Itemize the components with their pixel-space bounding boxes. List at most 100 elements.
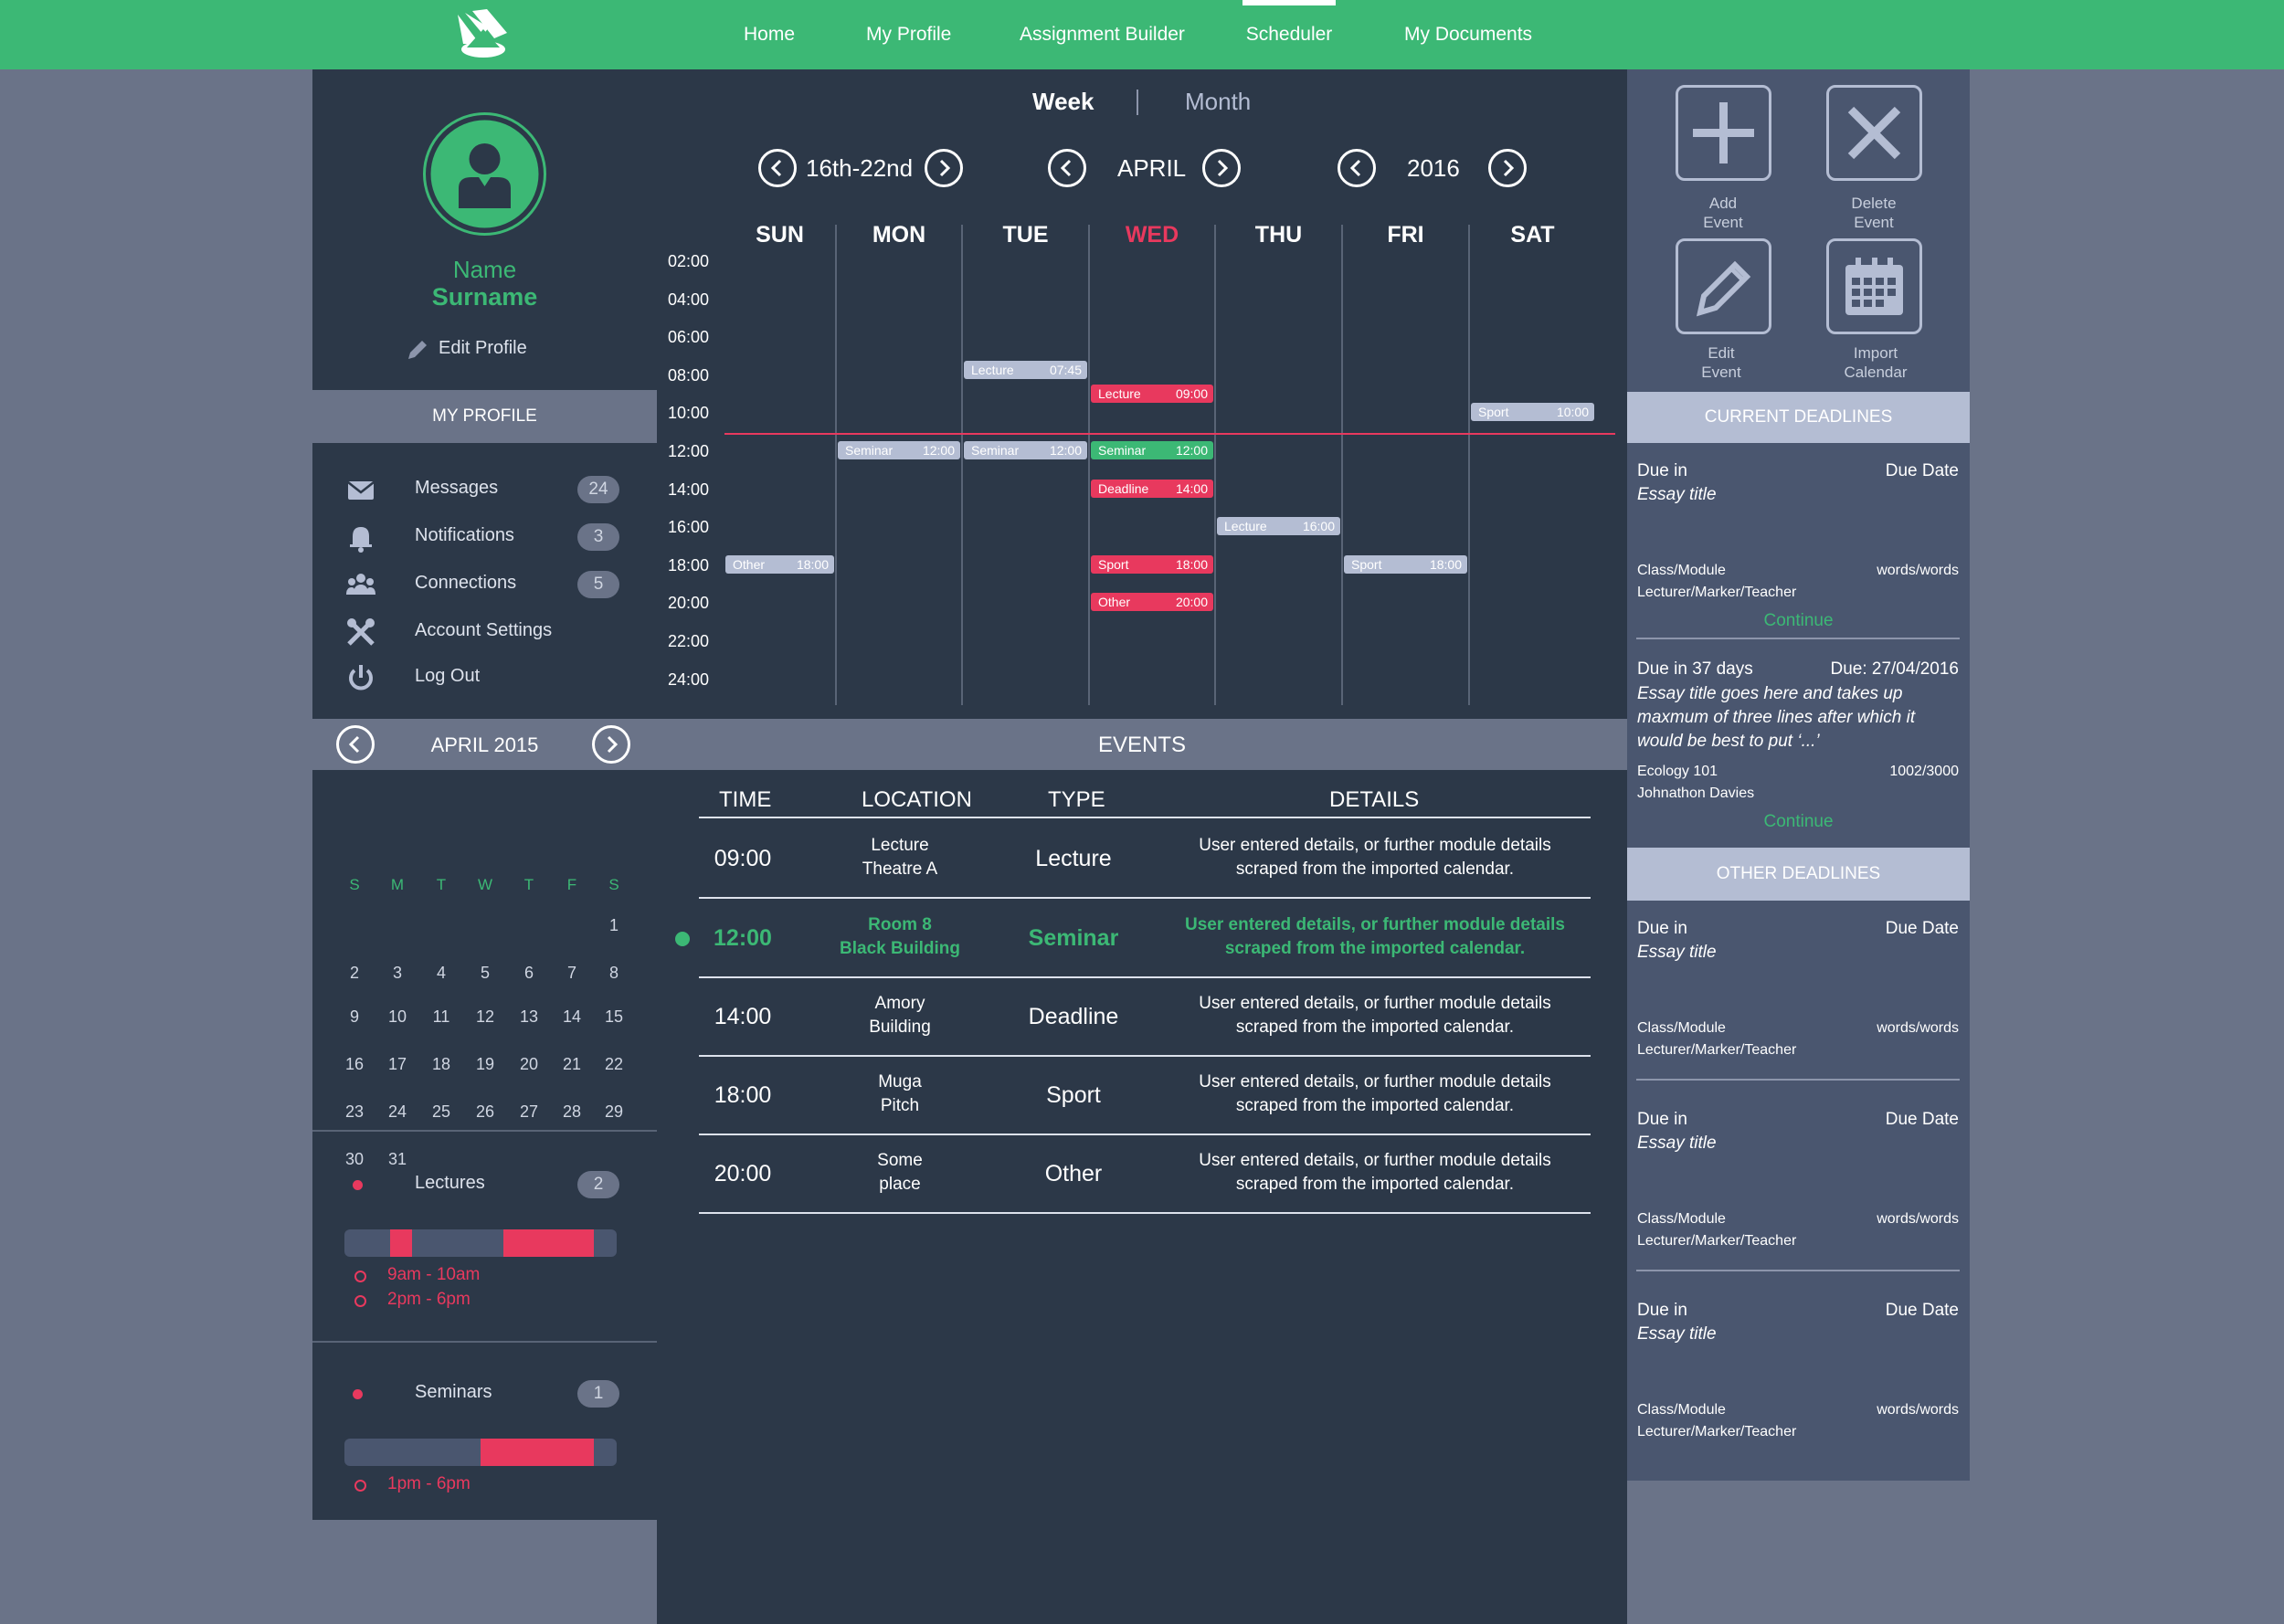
- continue-link[interactable]: Continue: [1763, 611, 1834, 630]
- mini-cal-next-button[interactable]: [592, 725, 630, 764]
- calendar-event[interactable]: Seminar 12:00: [838, 441, 960, 459]
- mini-cal-day[interactable]: 19: [475, 1055, 495, 1073]
- mini-cal-day[interactable]: 7: [566, 964, 576, 982]
- day-header-mon[interactable]: MON: [872, 222, 926, 248]
- year-next-button[interactable]: [1488, 149, 1527, 187]
- month-prev-button[interactable]: [1048, 149, 1086, 187]
- edit-event-button[interactable]: [1676, 238, 1771, 334]
- nav-my-profile[interactable]: My Profile: [866, 24, 952, 45]
- mini-cal-day[interactable]: 30: [344, 1150, 365, 1168]
- day-header-sun[interactable]: SUN: [756, 222, 804, 248]
- mini-cal-day[interactable]: 11: [432, 1007, 450, 1026]
- mini-cal-day[interactable]: 23: [344, 1102, 365, 1121]
- calendar-event[interactable]: Lecture 07:45: [964, 360, 1087, 379]
- menu-connections[interactable]: Connections 5: [312, 562, 657, 607]
- due-in: Due in: [1637, 919, 1687, 938]
- continue-link[interactable]: Continue: [1763, 812, 1834, 831]
- mini-cal-day[interactable]: 21: [562, 1055, 582, 1073]
- mini-cal-day[interactable]: 10: [387, 1007, 407, 1026]
- event-row[interactable]: 18:00 Muga Pitch Sport User entered details,…: [699, 1055, 1591, 1134]
- mini-cal-day[interactable]: 27: [519, 1102, 539, 1121]
- calendar-event[interactable]: Sport 18:00: [1344, 554, 1467, 574]
- mini-cal-day[interactable]: 5: [480, 964, 490, 982]
- day-header-sat[interactable]: SAT: [1510, 222, 1555, 248]
- calendar-event[interactable]: Lecture 16:00: [1217, 517, 1340, 536]
- mini-cal-day[interactable]: 8: [608, 964, 619, 982]
- mini-cal-prev-button[interactable]: [336, 725, 375, 764]
- nav-home[interactable]: Home: [744, 24, 796, 45]
- mini-cal-day[interactable]: 15: [604, 1007, 624, 1026]
- hour-label: 18:00: [668, 555, 710, 575]
- year-prev-button[interactable]: [1338, 149, 1376, 187]
- nav-scheduler[interactable]: Scheduler: [1242, 0, 1336, 69]
- event-type: Other: [1044, 1161, 1103, 1186]
- event-type: Lecture: [1035, 846, 1112, 871]
- tab-week[interactable]: Week: [1032, 88, 1094, 115]
- deadline-card[interactable]: Due in Due Date Essay title Class/Module wor…: [1627, 1091, 1970, 1282]
- mini-cal-day[interactable]: 20: [519, 1055, 539, 1073]
- divider: [312, 1341, 657, 1343]
- day-header-thu[interactable]: THU: [1254, 222, 1303, 248]
- deadline-card[interactable]: Due in 37 days Due: 27/04/2016 Essay tit…: [1627, 646, 1970, 911]
- logo-icon[interactable]: [452, 7, 516, 60]
- calendar-event[interactable]: Other 18:00: [725, 554, 834, 574]
- nav-assignment-builder[interactable]: Assignment Builder: [1020, 24, 1185, 45]
- add-event-button[interactable]: [1676, 85, 1771, 181]
- calendar-event[interactable]: Lecture 09:00: [1091, 384, 1213, 403]
- delete-event-button[interactable]: [1826, 85, 1922, 181]
- other-deadlines-header: OTHER DEADLINES: [1627, 848, 1970, 901]
- mini-cal-day[interactable]: 18: [431, 1055, 451, 1073]
- mini-cal-day[interactable]: 22: [604, 1055, 624, 1073]
- menu-messages[interactable]: Messages 24: [312, 467, 657, 512]
- menu-log-out[interactable]: Log Out: [312, 655, 657, 701]
- calendar-event[interactable]: Seminar 12:00: [1091, 441, 1213, 459]
- mini-cal-day[interactable]: 4: [436, 964, 446, 982]
- calendar-event[interactable]: Other 20:00: [1091, 593, 1213, 612]
- event-row[interactable]: 14:00 Amory Building Deadline User entered d…: [699, 976, 1591, 1055]
- mini-cal-day[interactable]: 26: [475, 1102, 495, 1121]
- menu-notifications[interactable]: Notifications 3: [312, 514, 657, 560]
- mini-cal-day[interactable]: 29: [604, 1102, 624, 1121]
- nav-my-documents[interactable]: My Documents: [1404, 24, 1533, 45]
- calendar-event[interactable]: Deadline 14:00: [1091, 479, 1213, 498]
- mini-cal-day[interactable]: 24: [387, 1102, 407, 1121]
- mini-cal-day[interactable]: 31: [387, 1150, 407, 1168]
- event-row[interactable]: 09:00 Lecture Theatre A Lecture User entered…: [699, 818, 1591, 897]
- month-next-button[interactable]: [1202, 149, 1241, 187]
- day-header-tue[interactable]: TUE: [1002, 222, 1049, 248]
- mini-cal-day[interactable]: 1: [608, 916, 619, 934]
- week-prev-button[interactable]: [758, 149, 797, 187]
- deadline-card[interactable]: Due in Due Date Essay title Class/Module wor…: [1627, 901, 1970, 1091]
- time-range-bar: [344, 1229, 617, 1257]
- mini-cal-day[interactable]: 3: [392, 964, 402, 982]
- week-range: 16th-22nd: [806, 154, 914, 182]
- avatar[interactable]: [422, 111, 547, 237]
- summary-lectures[interactable]: Lectures 2 9am - 10am 2pm - 6pm: [312, 1134, 657, 1343]
- calendar-event[interactable]: Seminar 12:00: [964, 441, 1087, 459]
- events-header: EVENTS: [657, 719, 1627, 770]
- week-next-button[interactable]: [925, 149, 963, 187]
- event-row[interactable]: 12:00 Room 8 Black Building Seminar User ent…: [675, 898, 1591, 976]
- row-divider: [699, 1212, 1591, 1214]
- deadline-card[interactable]: Due in Due Date Essay title Class/Module wor…: [1627, 1282, 1970, 1473]
- menu-account-settings[interactable]: Account Settings: [312, 609, 657, 655]
- mini-cal-day[interactable]: 25: [431, 1102, 451, 1121]
- mini-cal-day[interactable]: 9: [349, 1007, 359, 1026]
- calendar-event[interactable]: Sport 10:00: [1471, 403, 1594, 422]
- mini-cal-day[interactable]: 12: [475, 1007, 495, 1026]
- mini-cal-day[interactable]: 13: [519, 1007, 539, 1026]
- import-calendar-button[interactable]: [1826, 238, 1922, 334]
- mini-cal-day[interactable]: 17: [387, 1055, 407, 1073]
- summary-seminars[interactable]: Seminars 1 1pm - 6pm: [312, 1343, 657, 1552]
- event-row[interactable]: 20:00 Some place Other User entered details,…: [699, 1134, 1591, 1212]
- mini-cal-day[interactable]: 14: [562, 1007, 582, 1026]
- day-header-wed[interactable]: WED: [1125, 222, 1179, 248]
- deadline-card[interactable]: Due in Due Date Essay title Class/Module…: [1627, 443, 1970, 708]
- day-header-fri[interactable]: FRI: [1387, 222, 1424, 248]
- calendar-event[interactable]: Sport 18:00: [1091, 554, 1213, 574]
- mini-cal-day[interactable]: 16: [344, 1055, 365, 1073]
- mini-cal-day[interactable]: 6: [523, 964, 534, 982]
- mini-cal-day[interactable]: 28: [562, 1102, 582, 1121]
- mini-cal-day[interactable]: 2: [349, 964, 359, 982]
- tab-month[interactable]: Month: [1185, 88, 1252, 115]
